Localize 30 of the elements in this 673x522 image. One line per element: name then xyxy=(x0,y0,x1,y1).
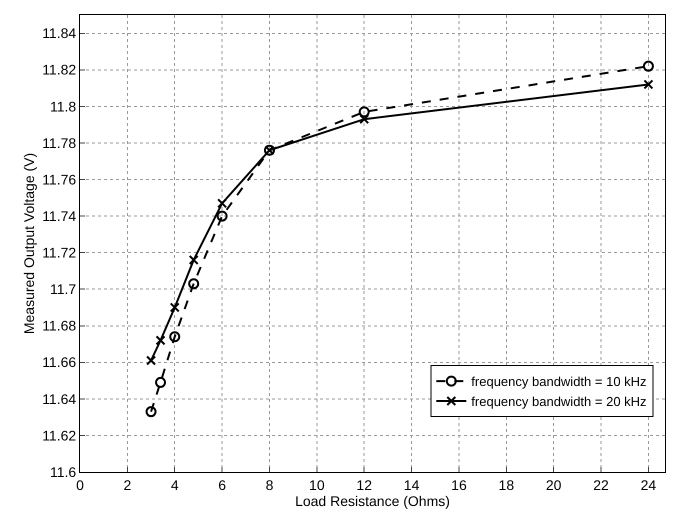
x-tick-label: 22 xyxy=(593,476,610,493)
x-tick-label: 12 xyxy=(356,476,372,493)
x-tick-label: 24 xyxy=(640,476,656,493)
y-tick-label: 11.72 xyxy=(42,244,76,261)
x-tick-label: 8 xyxy=(266,476,274,493)
y-tick-label: 11.82 xyxy=(42,62,76,78)
legend-label: frequency bandwidth = 10 kHz xyxy=(471,374,647,390)
x-tick-label: 2 xyxy=(123,476,132,493)
y-tick-label: 11.62 xyxy=(42,427,76,444)
y-tick-label: 11.6 xyxy=(50,464,76,480)
y-tick-label: 11.64 xyxy=(42,390,76,407)
x-tick-label: 6 xyxy=(218,476,226,493)
x-axis-title: Load Resistance (Ohms) xyxy=(295,492,450,509)
legend-label: frequency bandwidth = 20 kHz xyxy=(471,394,647,410)
x-tick-label: 4 xyxy=(170,476,179,493)
x-tick-label: 16 xyxy=(451,476,467,493)
y-tick-label: 11.76 xyxy=(42,171,76,188)
x-tick-label: 0 xyxy=(76,476,84,493)
y-tick-label: 11.84 xyxy=(42,25,76,42)
y-tick-label: 11.66 xyxy=(42,354,76,370)
y-tick-label: 11.78 xyxy=(42,134,76,151)
x-tick-label: 20 xyxy=(546,476,562,493)
y-tick-label: 11.74 xyxy=(42,208,76,224)
x-tick-label: 14 xyxy=(404,476,420,493)
y-tick-label: 11.7 xyxy=(50,281,76,298)
x-tick-label: 10 xyxy=(309,476,325,493)
y-tick-label: 11.8 xyxy=(50,98,76,114)
y-tick-label: 11.68 xyxy=(42,318,76,334)
y-axis-title: Measured Output Voltage (V) xyxy=(20,152,37,334)
x-tick-label: 18 xyxy=(498,476,514,493)
